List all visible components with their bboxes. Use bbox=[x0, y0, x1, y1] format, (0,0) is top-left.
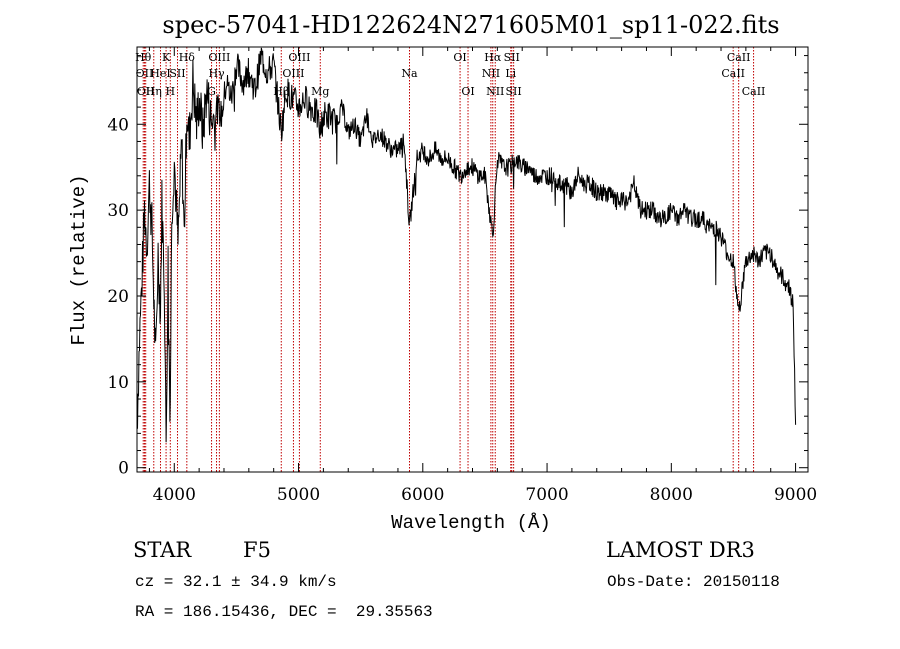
x-tick-label: 8000 bbox=[650, 485, 693, 505]
spectral-line-label: SII bbox=[506, 85, 522, 98]
x-tick-label: 4000 bbox=[153, 485, 196, 505]
y-tick-label: 0 bbox=[118, 459, 129, 479]
spectral-line-label: Li bbox=[505, 67, 516, 80]
observation-date: Obs-Date: 20150118 bbox=[607, 573, 780, 591]
spectral-line-label: OII bbox=[137, 85, 155, 98]
x-axis-ticks: 4000 5000 6000 7000 8000 9000 bbox=[148, 47, 817, 505]
x-axis-label: Wavelength (Å) bbox=[391, 512, 551, 534]
x-tick-label: 5000 bbox=[277, 485, 320, 505]
spectral-line-label: Hγ bbox=[208, 67, 225, 80]
redshift-velocity: cz = 32.1 ± 34.9 km/s bbox=[135, 573, 337, 591]
y-tick-label: 10 bbox=[107, 373, 129, 393]
spectral-line-label: Mg bbox=[311, 85, 329, 98]
spectral-line-label: OI bbox=[453, 51, 466, 64]
plot-frame bbox=[136, 46, 809, 473]
spectral-line-label: NII bbox=[482, 67, 500, 80]
spectral-line-label: Hα bbox=[484, 51, 502, 64]
y-tick-label: 20 bbox=[107, 287, 129, 307]
spectral-line-label: OIII bbox=[208, 51, 230, 64]
spectral-line-label: Hδ bbox=[179, 51, 196, 64]
spectral-line-label: NII bbox=[486, 85, 504, 98]
y-tick-label: 30 bbox=[107, 201, 129, 221]
x-tick-label: 6000 bbox=[401, 485, 444, 505]
spectral-line-label: Hη bbox=[146, 85, 162, 98]
spectrum-series-line bbox=[136, 47, 797, 443]
spectral-line-label: OIII bbox=[282, 67, 304, 80]
spectral-line-label: CaII bbox=[721, 67, 745, 80]
spectral-line-label: CaII bbox=[742, 85, 766, 98]
spectral-line-label: SII bbox=[504, 51, 520, 64]
spectral-line-label: CaII bbox=[727, 51, 751, 64]
x-tick-label: 7000 bbox=[525, 485, 568, 505]
object-class: STAR bbox=[133, 538, 192, 562]
y-axis-label: Flux (relative) bbox=[68, 174, 90, 345]
chart-title: spec-57041-HD122624N271605M01_sp11-022.f… bbox=[162, 11, 779, 39]
spectral-line-label: OI bbox=[461, 85, 474, 98]
spectral-line-label: H bbox=[166, 85, 176, 98]
spectral-line-label: K bbox=[162, 51, 171, 64]
spectral-line-label: SII bbox=[169, 67, 185, 80]
spectral-line-label: Hθ bbox=[135, 51, 152, 64]
spectral-line-label: OII bbox=[136, 67, 154, 80]
y-axis-ticks: 0 10 20 30 40 bbox=[107, 55, 808, 479]
spectral-line-labels: HθOIIOIIHηHeIKHSIIHδGHγOIIIHβOIIIOIIIMgN… bbox=[135, 51, 765, 98]
x-tick-label: 9000 bbox=[774, 485, 817, 505]
spectral-line-label: HeI bbox=[150, 67, 170, 80]
y-tick-label: 40 bbox=[107, 115, 129, 135]
spectral-line-label: OIII bbox=[288, 51, 310, 64]
object-subclass: F5 bbox=[243, 538, 271, 562]
coordinates: RA = 186.15436, DEC = 29.35563 bbox=[135, 603, 433, 621]
survey-name: LAMOST DR3 bbox=[606, 538, 755, 562]
spectral-line-label: Na bbox=[401, 67, 418, 80]
spectral-line-label: G bbox=[207, 85, 216, 98]
